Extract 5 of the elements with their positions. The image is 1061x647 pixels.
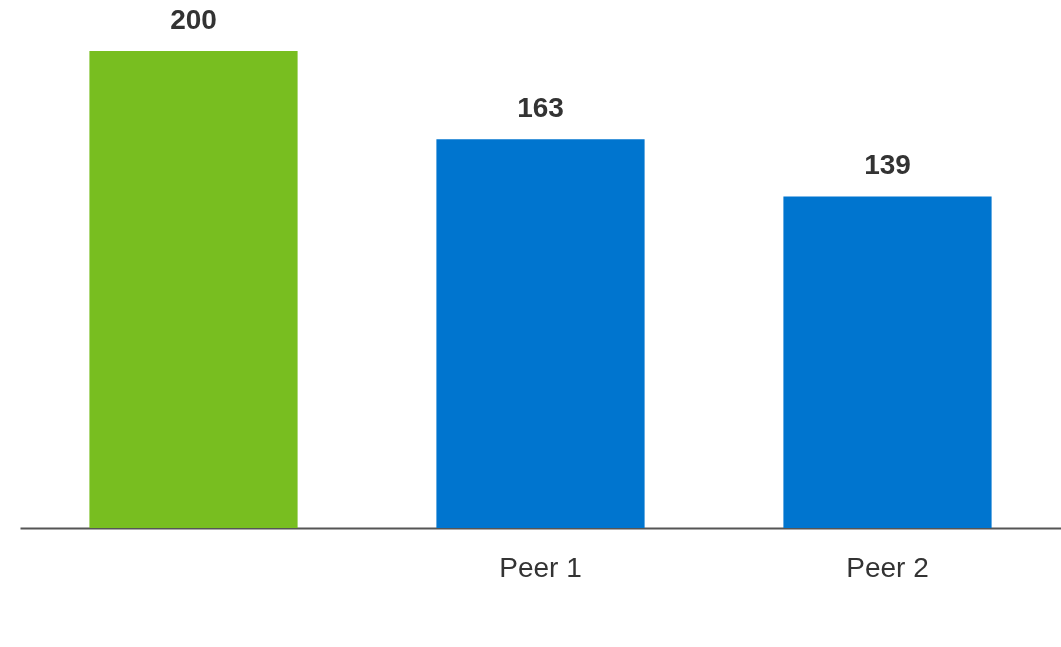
x-tick-label: Peer 1 bbox=[499, 551, 582, 583]
data-label: 163 bbox=[517, 92, 564, 124]
data-label: 200 bbox=[170, 4, 217, 35]
data-label: 139 bbox=[864, 149, 911, 181]
x-tick-label: Peer 2 bbox=[846, 551, 929, 583]
